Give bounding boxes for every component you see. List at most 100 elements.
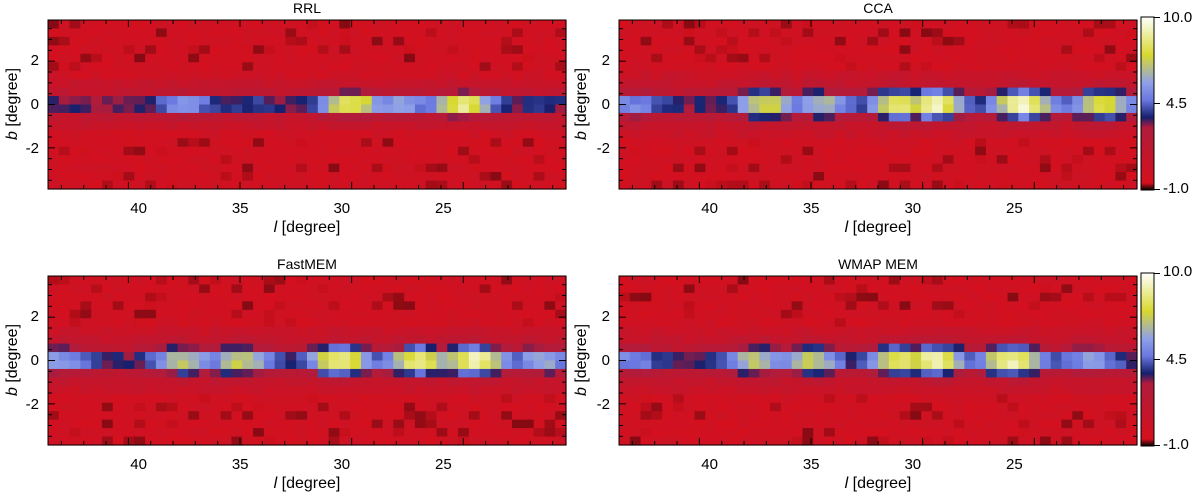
heatmap-cell bbox=[242, 87, 254, 97]
heatmap-cell bbox=[640, 335, 652, 345]
heatmap-cell bbox=[123, 411, 135, 421]
heatmap-cell bbox=[48, 377, 60, 387]
heatmap-cell bbox=[274, 172, 287, 182]
heatmap-cell bbox=[145, 402, 157, 412]
heatmap-cell bbox=[512, 28, 524, 38]
heatmap-cell bbox=[651, 411, 663, 421]
heatmap-cell bbox=[350, 276, 362, 286]
heatmap-cell bbox=[1007, 335, 1019, 345]
heatmap-cell bbox=[307, 155, 319, 165]
heatmap-cell bbox=[748, 352, 760, 362]
heatmap-cell bbox=[447, 292, 459, 302]
heatmap-cell bbox=[662, 385, 674, 395]
heatmap-cell bbox=[780, 335, 793, 345]
heatmap-cell bbox=[91, 343, 103, 353]
heatmap-cell bbox=[393, 301, 405, 311]
heatmap-cell bbox=[371, 343, 384, 353]
heatmap-cell bbox=[382, 70, 394, 80]
heatmap-cell bbox=[802, 276, 814, 286]
heatmap-cell bbox=[80, 352, 92, 362]
heatmap-cell bbox=[931, 326, 944, 336]
heatmap-cell bbox=[382, 155, 394, 165]
heatmap-cell bbox=[619, 419, 631, 429]
heatmap-cell bbox=[824, 276, 836, 286]
heatmap-cell bbox=[672, 28, 685, 38]
heatmap-cell bbox=[425, 96, 438, 106]
heatmap-cell bbox=[404, 343, 416, 353]
heatmap-cell bbox=[683, 28, 696, 38]
heatmap-cell bbox=[824, 292, 836, 302]
heatmap-cell bbox=[177, 326, 189, 336]
heatmap-cell bbox=[512, 45, 524, 55]
heatmap-cell bbox=[512, 402, 524, 412]
heatmap-cell bbox=[447, 411, 459, 421]
heatmap-cell bbox=[942, 284, 955, 294]
heatmap-cell bbox=[328, 155, 340, 165]
heatmap-cell bbox=[209, 343, 222, 353]
heatmap-cell bbox=[780, 112, 793, 122]
heatmap-cell bbox=[447, 45, 459, 55]
heatmap-cell bbox=[350, 87, 362, 97]
heatmap-cell bbox=[716, 368, 728, 378]
heatmap-cell bbox=[834, 352, 847, 362]
heatmap-cell bbox=[296, 121, 308, 131]
heatmap-cell bbox=[1018, 79, 1030, 89]
heatmap-cell bbox=[899, 343, 911, 353]
heatmap-cell bbox=[888, 62, 901, 72]
heatmap-cell bbox=[1061, 121, 1073, 131]
heatmap-cell bbox=[748, 70, 760, 80]
heatmap-cell bbox=[834, 343, 847, 353]
heatmap-cell bbox=[555, 180, 567, 190]
heatmap-cell bbox=[544, 309, 556, 319]
heatmap-cell bbox=[1050, 112, 1063, 122]
heatmap-cell bbox=[91, 402, 103, 412]
heatmap-cell bbox=[1039, 104, 1052, 114]
heatmap-cell bbox=[824, 326, 836, 336]
heatmap-cell bbox=[996, 402, 1009, 412]
heatmap-cell bbox=[845, 419, 858, 429]
heatmap-cell bbox=[285, 146, 297, 156]
heatmap-cell bbox=[458, 326, 470, 336]
heatmap-cell bbox=[813, 335, 825, 345]
heatmap-cell bbox=[662, 326, 674, 336]
heatmap-cell bbox=[867, 385, 879, 395]
heatmap-cell bbox=[942, 292, 955, 302]
heatmap-cell bbox=[134, 368, 146, 378]
heatmap-cell bbox=[458, 87, 470, 97]
heatmap-cell bbox=[834, 318, 847, 328]
x-tick-label: 25 bbox=[435, 456, 452, 473]
heatmap-cell bbox=[985, 368, 998, 378]
heatmap-cell bbox=[1093, 28, 1106, 38]
heatmap-cell bbox=[328, 70, 340, 80]
heatmap-cell bbox=[1029, 377, 1041, 387]
heatmap-cell bbox=[694, 402, 706, 412]
heatmap-cell bbox=[1018, 138, 1030, 148]
heatmap-cell bbox=[123, 155, 135, 165]
heatmap-cell bbox=[145, 385, 157, 395]
heatmap-cell bbox=[242, 284, 254, 294]
heatmap-cell bbox=[878, 309, 890, 319]
heatmap-cell bbox=[737, 36, 750, 46]
heatmap-cell bbox=[1115, 155, 1127, 165]
heatmap-cell bbox=[1093, 121, 1106, 131]
heatmap-cell bbox=[393, 79, 405, 89]
heatmap-cell bbox=[101, 104, 114, 114]
heatmap-cell bbox=[1029, 428, 1041, 438]
heatmap-cell bbox=[317, 368, 330, 378]
heatmap-cell bbox=[328, 411, 340, 421]
heatmap-cell bbox=[802, 402, 814, 412]
heatmap-cell bbox=[155, 360, 168, 370]
heatmap-cell bbox=[544, 419, 556, 429]
heatmap-cell bbox=[694, 87, 706, 97]
heatmap-cell bbox=[544, 343, 556, 353]
heatmap-cell bbox=[371, 112, 384, 122]
heatmap-cell bbox=[220, 172, 233, 182]
heatmap-cell bbox=[404, 428, 416, 438]
heatmap-cell bbox=[425, 394, 438, 404]
heatmap-cell bbox=[748, 104, 760, 114]
heatmap-cell bbox=[177, 180, 189, 190]
heatmap-cell bbox=[501, 326, 513, 336]
heatmap-cell bbox=[328, 36, 340, 46]
heatmap-cell bbox=[274, 20, 287, 30]
heatmap-cell bbox=[629, 87, 642, 97]
